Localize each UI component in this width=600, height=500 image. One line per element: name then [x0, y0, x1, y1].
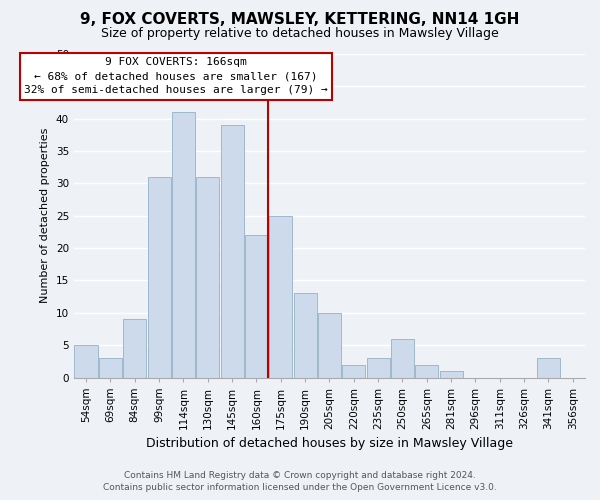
Bar [172, 112, 195, 378]
Bar [74, 345, 98, 378]
Text: 9 FOX COVERTS: 166sqm
← 68% of detached houses are smaller (167)
32% of semi-det: 9 FOX COVERTS: 166sqm ← 68% of detached … [24, 57, 328, 95]
Text: Size of property relative to detached houses in Mawsley Village: Size of property relative to detached ho… [101, 28, 499, 40]
Bar [318, 313, 341, 378]
Bar [221, 125, 244, 378]
Bar [367, 358, 389, 378]
Text: Contains HM Land Registry data © Crown copyright and database right 2024.
Contai: Contains HM Land Registry data © Crown c… [103, 471, 497, 492]
Text: 9, FOX COVERTS, MAWSLEY, KETTERING, NN14 1GH: 9, FOX COVERTS, MAWSLEY, KETTERING, NN14… [80, 12, 520, 28]
Bar [245, 235, 268, 378]
Bar [269, 216, 292, 378]
Bar [293, 294, 317, 378]
Bar [99, 358, 122, 378]
Bar [123, 320, 146, 378]
Bar [148, 177, 170, 378]
Bar [196, 177, 220, 378]
Bar [342, 364, 365, 378]
X-axis label: Distribution of detached houses by size in Mawsley Village: Distribution of detached houses by size … [146, 437, 513, 450]
Bar [415, 364, 439, 378]
Bar [391, 338, 414, 378]
Bar [537, 358, 560, 378]
Y-axis label: Number of detached properties: Number of detached properties [40, 128, 50, 304]
Bar [440, 371, 463, 378]
